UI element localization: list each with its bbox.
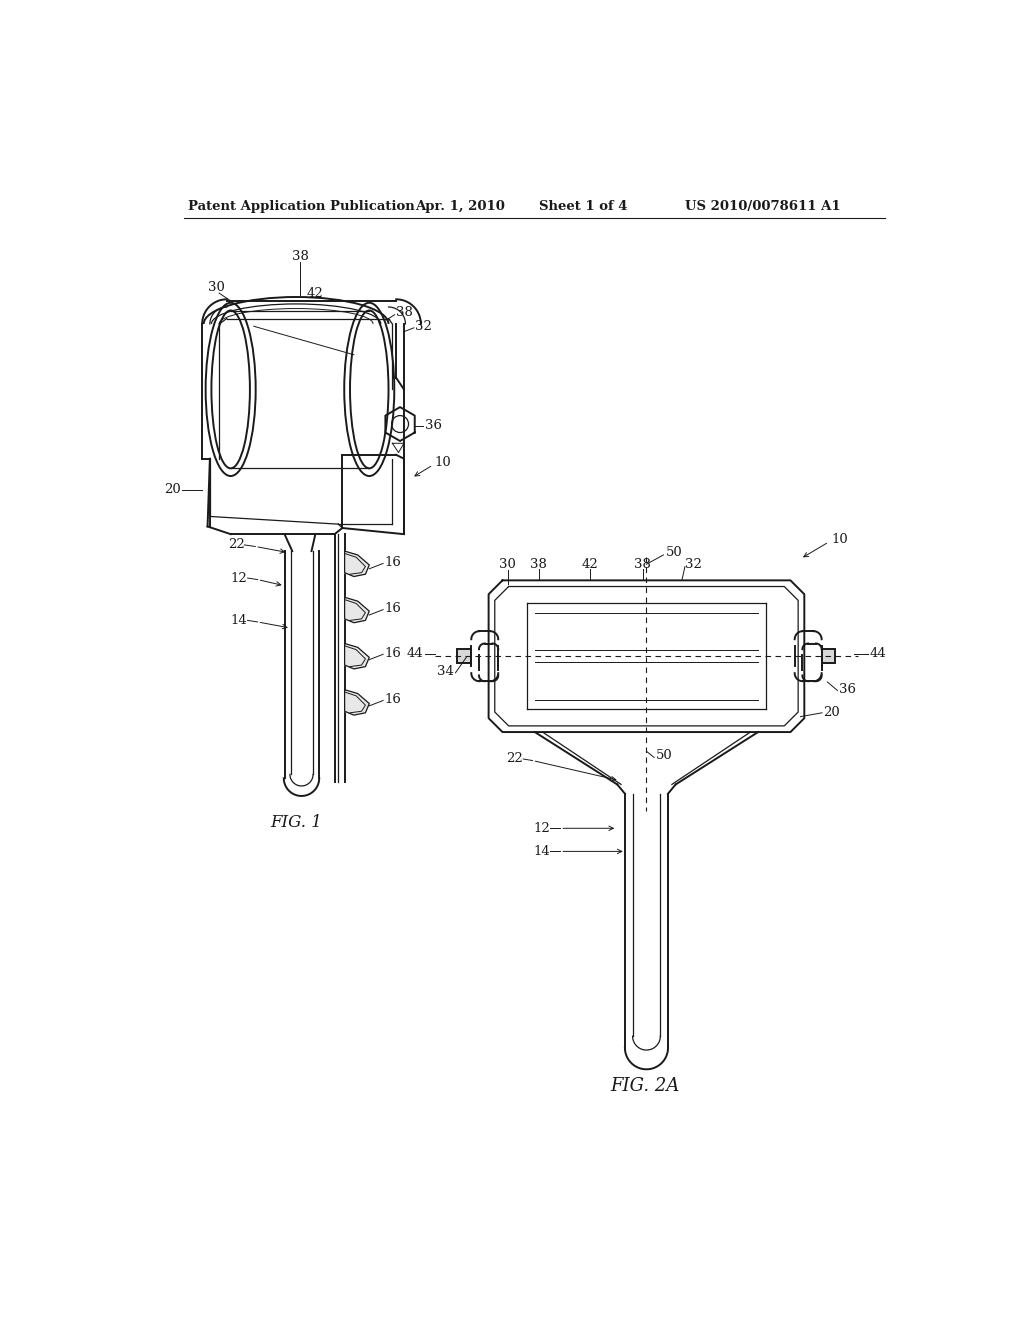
Text: 42: 42: [582, 557, 599, 570]
Polygon shape: [345, 689, 370, 715]
Text: 38: 38: [530, 557, 547, 570]
Text: 38: 38: [634, 557, 651, 570]
Text: 12: 12: [534, 822, 550, 834]
Text: 20: 20: [823, 706, 841, 719]
Bar: [821, 649, 836, 663]
Text: 16: 16: [385, 647, 401, 660]
Text: 30: 30: [208, 281, 225, 294]
Text: 20: 20: [164, 483, 180, 496]
Text: 16: 16: [385, 602, 401, 615]
Text: 16: 16: [385, 693, 401, 706]
Text: US 2010/0078611 A1: US 2010/0078611 A1: [685, 199, 841, 213]
Text: FIG. 2A: FIG. 2A: [610, 1077, 680, 1096]
Text: 22: 22: [227, 539, 245, 552]
Text: 50: 50: [655, 748, 673, 762]
Text: FIG. 1: FIG. 1: [270, 813, 322, 830]
Text: 16: 16: [385, 556, 401, 569]
Text: 12: 12: [230, 572, 248, 585]
Text: 10: 10: [831, 533, 848, 546]
Text: 30: 30: [500, 558, 516, 572]
Text: 36: 36: [425, 418, 441, 432]
Text: 32: 32: [416, 319, 432, 333]
Text: 44: 44: [869, 647, 887, 660]
Polygon shape: [345, 552, 370, 577]
Text: 42: 42: [306, 286, 323, 300]
Text: 44: 44: [407, 647, 423, 660]
Text: 22: 22: [507, 752, 523, 766]
Text: 36: 36: [839, 684, 856, 696]
Polygon shape: [345, 597, 370, 623]
Text: 38: 38: [292, 251, 308, 264]
Text: 14: 14: [230, 614, 248, 627]
Text: 32: 32: [685, 557, 701, 570]
Polygon shape: [345, 644, 370, 669]
Text: 50: 50: [666, 546, 682, 560]
Text: Patent Application Publication: Patent Application Publication: [188, 199, 415, 213]
Text: Apr. 1, 2010: Apr. 1, 2010: [416, 199, 505, 213]
Text: 34: 34: [437, 665, 454, 678]
Text: 14: 14: [534, 845, 550, 858]
Text: 38: 38: [396, 306, 413, 319]
Text: Sheet 1 of 4: Sheet 1 of 4: [539, 199, 627, 213]
Bar: [458, 649, 471, 663]
Text: 10: 10: [435, 455, 452, 469]
